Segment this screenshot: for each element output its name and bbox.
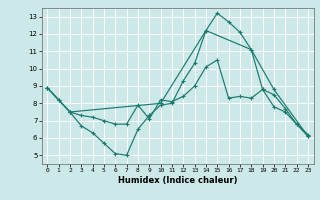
X-axis label: Humidex (Indice chaleur): Humidex (Indice chaleur) xyxy=(118,176,237,185)
